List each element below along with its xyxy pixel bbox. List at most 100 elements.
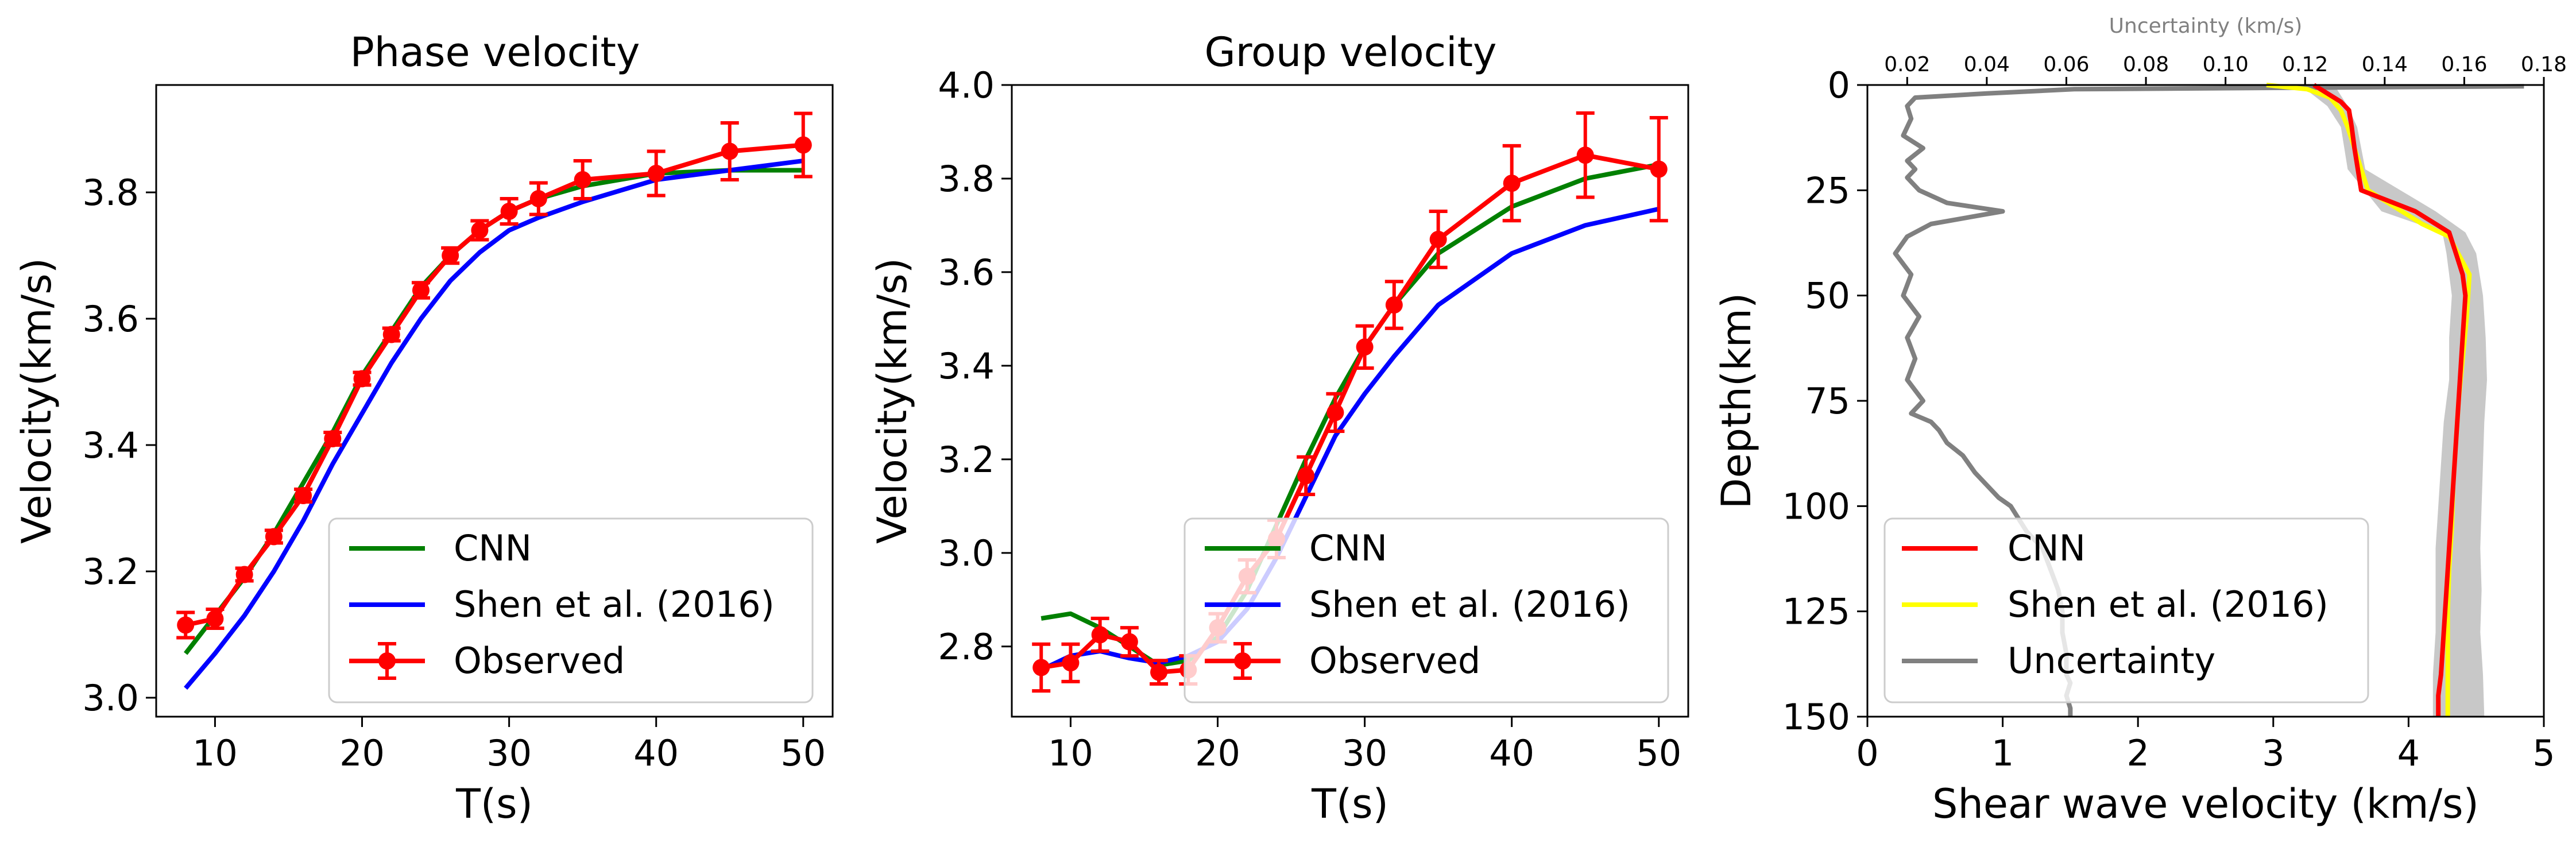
shear-top-tick-label: 0.02	[1884, 53, 1930, 76]
phase-data-point	[235, 566, 253, 583]
phase-data-point	[647, 165, 665, 182]
group-x-tick-label: 10	[1048, 732, 1093, 774]
phase-axes-frame	[155, 84, 834, 718]
phase-plot-area	[176, 111, 813, 690]
group-x-tick-label: 30	[1342, 732, 1387, 774]
phase-data-point	[206, 610, 224, 628]
shear-y-tick-label: 25	[1805, 169, 1850, 211]
shear-top-tick-label: 0.18	[2521, 53, 2567, 76]
group-data-point	[1297, 467, 1315, 485]
phase-data-point	[500, 203, 518, 220]
shear-x-tick-label: 2	[2126, 732, 2149, 774]
shear-x-tick-label: 5	[2532, 732, 2555, 774]
group-axes-frame	[1011, 84, 1689, 718]
shear-top-tick-label: 0.16	[2441, 53, 2487, 76]
group-y-tick-label: 3.8	[938, 158, 995, 200]
phase-data-point	[794, 136, 812, 154]
shear-legend-cnn: CNN	[2008, 527, 2086, 569]
shear-legend-uncertainty: Uncertainty	[2008, 640, 2215, 682]
shear-uncertainty-band	[2300, 85, 2487, 717]
phase-data-point	[265, 528, 283, 546]
shear-y-tick-label: 125	[1782, 591, 1850, 633]
group-x-tick-label: 40	[1489, 732, 1534, 774]
group-data-point	[1091, 626, 1109, 644]
group-y-tick-label: 3.0	[938, 532, 995, 574]
phase-y-tick-label: 3.4	[82, 424, 139, 466]
group-velocity-panel: Group velocity 10 20 30 40 50 2.8 3.0 3.2 3.4 3.6…	[869, 29, 1689, 827]
group-y-tick-label: 3.4	[938, 345, 995, 387]
phase-y-tick-label: 3.6	[82, 298, 139, 340]
group-data-point	[1650, 160, 1668, 178]
phase-velocity-panel: Phase velocity 10 20 30 40 50 3.0 3.2 3.4 3.6 3.8…	[13, 29, 834, 827]
phase-y-label: Velocity(km/s)	[13, 258, 60, 544]
group-data-point	[1429, 230, 1447, 248]
shear-x-tick-label: 4	[2397, 732, 2420, 774]
phase-data-point	[574, 171, 591, 188]
shear-top-tick-label: 0.12	[2282, 53, 2328, 76]
group-data-point	[1326, 404, 1344, 422]
group-y-tick-label: 4.0	[938, 64, 995, 106]
group-data-point	[1062, 654, 1080, 672]
group-legend-observed: Observed	[1309, 640, 1480, 682]
shear-y-tick-label: 150	[1782, 696, 1850, 738]
phase-data-point	[324, 430, 342, 447]
shear-y-tick-label: 100	[1782, 485, 1850, 527]
shear-x-label: Shear wave velocity (km/s)	[1932, 780, 2479, 827]
shear-y-tick-label: 0	[1828, 64, 1850, 106]
shear-y-tick-label: 50	[1805, 275, 1850, 317]
shear-x-tick-label: 3	[2262, 732, 2284, 774]
group-data-point	[1356, 338, 1374, 356]
phase-x-tick-label: 10	[192, 732, 238, 774]
phase-ticks: 10 20 30 40 50 3.0 3.2 3.4 3.6 3.8	[82, 172, 826, 774]
group-data-point	[1032, 659, 1050, 676]
phase-y-tick-label: 3.8	[82, 172, 139, 214]
phase-legend: CNN Shen et al. (2016) Observed	[328, 517, 814, 703]
group-legend-shen: Shen et al. (2016)	[1309, 583, 1630, 625]
group-y-tick-label: 3.6	[938, 252, 995, 293]
shear-x-tick-label: 1	[1991, 732, 2014, 774]
group-data-point	[1385, 296, 1403, 314]
group-legend-cnn: CNN	[1309, 527, 1387, 569]
phase-data-point	[471, 222, 489, 239]
phase-data-point	[382, 326, 400, 343]
shear-x-tick-label: 0	[1856, 732, 1878, 774]
phase-line-shen-et-al-2016	[184, 158, 804, 690]
phase-data-point	[353, 370, 371, 388]
shear-top-axis-label: Uncertainty (km/s)	[2109, 14, 2303, 38]
phase-legend-shen: Shen et al. (2016)	[454, 583, 775, 625]
shear-top-tick-label: 0.04	[1964, 53, 2010, 76]
group-legend: CNN Shen et al. (2016) Observed	[1183, 517, 1669, 703]
shear-top-tick-label: 0.10	[2203, 53, 2249, 76]
group-y-tick-label: 2.8	[938, 626, 995, 668]
group-data-point	[1120, 633, 1138, 651]
group-y-label: Velocity(km/s)	[869, 258, 916, 544]
shear-line-cnn	[2312, 83, 2468, 717]
group-x-label: T(s)	[1311, 780, 1388, 827]
phase-y-tick-label: 3.0	[82, 677, 139, 719]
phase-y-tick-label: 3.2	[82, 551, 139, 593]
group-y-tick-label: 3.2	[938, 439, 995, 481]
phase-data-point	[412, 281, 430, 299]
phase-data-point	[529, 190, 547, 207]
phase-data-point	[442, 247, 459, 264]
phase-legend-observed: Observed	[454, 640, 625, 682]
group-data-point	[1576, 146, 1594, 164]
phase-data-point	[177, 616, 195, 634]
group-x-tick-label: 50	[1636, 732, 1681, 774]
group-data-point	[1503, 175, 1521, 192]
group-x-tick-label: 20	[1195, 732, 1240, 774]
shear-y-label: Depth(km)	[1713, 293, 1760, 509]
shear-top-tick-label: 0.14	[2362, 53, 2408, 76]
shear-y-tick-label: 75	[1805, 380, 1850, 422]
group-panel-title: Group velocity	[1205, 29, 1497, 76]
phase-x-tick-label: 40	[633, 732, 679, 774]
phase-x-tick-label: 30	[486, 732, 532, 774]
shear-top-tick-label: 0.06	[2043, 53, 2089, 76]
phase-data-point	[295, 487, 312, 504]
phase-panel-title: Phase velocity	[350, 29, 640, 76]
phase-x-tick-label: 20	[339, 732, 385, 774]
group-data-point	[1150, 663, 1168, 681]
